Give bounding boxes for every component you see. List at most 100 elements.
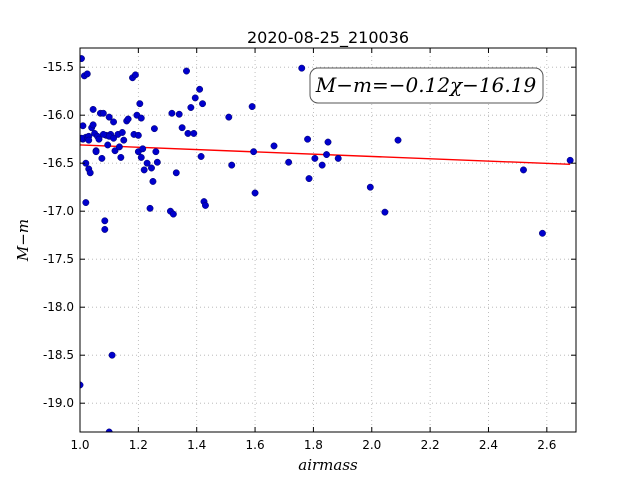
scatter-point bbox=[115, 143, 123, 151]
scatter-point bbox=[146, 204, 154, 212]
scatter-point bbox=[139, 145, 147, 153]
scatter-point bbox=[202, 201, 209, 209]
scatter-point bbox=[89, 121, 97, 129]
scatter-point bbox=[520, 166, 527, 174]
scatter-point bbox=[168, 109, 176, 117]
equation-box-frame bbox=[309, 67, 544, 104]
scatter-point bbox=[250, 148, 258, 156]
scatter-point bbox=[137, 114, 145, 122]
scatter-point bbox=[183, 67, 190, 75]
scatter-point bbox=[184, 129, 192, 137]
chart-title: 2020-08-25_210036 bbox=[247, 28, 409, 48]
x-axis-label: airmass bbox=[298, 456, 358, 474]
scatter-point bbox=[175, 110, 183, 118]
scatter-point bbox=[190, 129, 198, 137]
scatter-point bbox=[92, 148, 100, 156]
scatter-point bbox=[134, 131, 142, 139]
scatter-point bbox=[172, 169, 180, 177]
y-tick-label: -17.0 bbox=[43, 204, 74, 218]
scatter-point bbox=[140, 166, 148, 174]
scatter-point bbox=[334, 154, 342, 162]
scatter-point bbox=[98, 154, 106, 162]
plot-frame bbox=[79, 47, 577, 433]
scatter-point bbox=[248, 103, 256, 111]
x-tick-label: 2.6 bbox=[537, 438, 556, 452]
scatter-point bbox=[366, 183, 374, 191]
scatter-point bbox=[199, 100, 206, 108]
x-tick-labels: 1.0 1.2 1.4 1.6 1.8 2.0 2.2 2.4 2.6 bbox=[70, 438, 556, 452]
scatter-point bbox=[196, 85, 204, 93]
scatter-point bbox=[285, 158, 293, 166]
scatter-point bbox=[105, 113, 113, 121]
fit-equation: M−m=−0.12χ−16.19 bbox=[315, 73, 537, 97]
scatter-point bbox=[118, 129, 126, 136]
scatter-point bbox=[101, 217, 109, 225]
scatter-point bbox=[318, 161, 326, 169]
scatter-point bbox=[124, 115, 132, 123]
y-tick-label: -15.5 bbox=[43, 60, 74, 74]
scatter-point bbox=[83, 70, 91, 78]
scatter-point bbox=[110, 134, 118, 142]
scatter-point bbox=[80, 55, 85, 63]
scatter-point bbox=[108, 351, 116, 359]
scatter-point bbox=[381, 208, 389, 216]
scatter-point bbox=[120, 136, 128, 144]
scatter-point bbox=[394, 136, 402, 144]
scatter-point bbox=[136, 100, 144, 108]
y-tick-labels: -15.5 -16.0 -16.5 -17.0 -17.5 -18.0 -18.5 -19.0 bbox=[43, 60, 74, 410]
y-tick-label: -16.5 bbox=[43, 156, 74, 170]
scatter-point bbox=[225, 113, 233, 121]
y-tick-label: -19.0 bbox=[43, 396, 74, 410]
scatter-point bbox=[104, 141, 112, 149]
scatter-point bbox=[85, 136, 93, 144]
scatter-point bbox=[99, 130, 107, 138]
scatter-point bbox=[251, 189, 259, 197]
scatter-point bbox=[131, 71, 139, 79]
x-tick-label: 1.8 bbox=[304, 438, 323, 452]
y-tick-label: -17.5 bbox=[43, 252, 74, 266]
scatter-point-group bbox=[80, 55, 574, 432]
scatter-point bbox=[191, 94, 199, 102]
scatter-point bbox=[111, 147, 119, 155]
scatter-point bbox=[143, 159, 151, 167]
y-tick-label: -18.0 bbox=[43, 300, 74, 314]
x-tick-label: 1.2 bbox=[129, 438, 148, 452]
scatter-point bbox=[152, 148, 160, 156]
scatter-point bbox=[86, 169, 94, 177]
x-tick-label: 1.6 bbox=[246, 438, 265, 452]
scatter-point bbox=[305, 175, 313, 183]
x-tick-label: 1.0 bbox=[70, 438, 89, 452]
scatter-point bbox=[169, 210, 177, 218]
scatter-point bbox=[187, 104, 195, 111]
y-tick-label: -18.5 bbox=[43, 348, 74, 362]
scatter-point bbox=[149, 177, 157, 185]
scatter-point bbox=[137, 153, 145, 161]
scatter-point bbox=[298, 64, 306, 72]
scatter-point bbox=[117, 153, 125, 161]
scatter-points bbox=[80, 55, 574, 432]
scatter-point bbox=[228, 161, 236, 169]
scatter-point bbox=[95, 135, 103, 143]
scatter-point bbox=[99, 109, 107, 117]
grid-lines bbox=[79, 48, 576, 432]
scatter-point bbox=[148, 164, 155, 172]
y-tick-label: -16.0 bbox=[43, 108, 74, 122]
scatter-point bbox=[538, 229, 546, 237]
scatter-point bbox=[80, 134, 85, 142]
scatter-point bbox=[82, 199, 90, 207]
scatter-point bbox=[178, 124, 186, 132]
scatter-point bbox=[270, 142, 278, 150]
scatter-point bbox=[304, 135, 312, 143]
scatter-point bbox=[89, 105, 97, 113]
x-tick-label: 2.2 bbox=[421, 438, 440, 452]
scatter-point bbox=[101, 225, 109, 233]
scatter-point bbox=[324, 138, 332, 146]
x-tick-label: 2.4 bbox=[479, 438, 498, 452]
scatter-point bbox=[80, 122, 87, 130]
fit-equation-box: M−m=−0.12χ−16.19 bbox=[309, 67, 544, 104]
scatter-point bbox=[150, 125, 158, 133]
scatter-point bbox=[566, 156, 574, 164]
x-tick-label: 1.4 bbox=[187, 438, 206, 452]
scatter-point bbox=[110, 118, 118, 126]
